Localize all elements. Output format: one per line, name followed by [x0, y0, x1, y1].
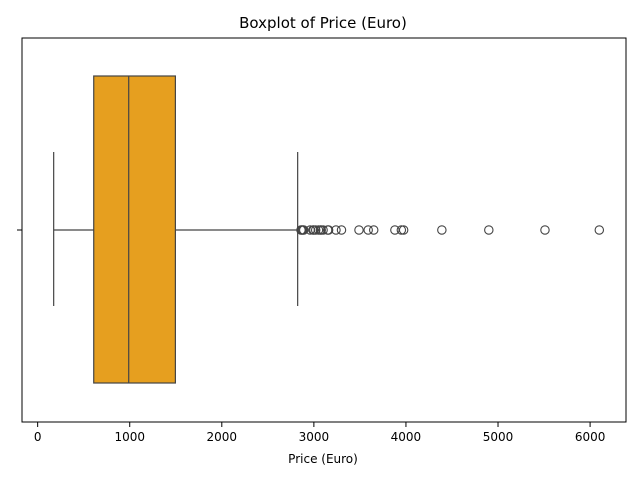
x-axis: 0 1000 2000 3000 4000 5000 6000 [34, 422, 606, 444]
chart-title: Boxplot of Price (Euro) [239, 14, 407, 32]
box-layer [53, 75, 299, 384]
outlier-point [437, 225, 447, 235]
outlier-point [336, 225, 347, 235]
outlier-point [368, 225, 379, 235]
outlier-point [298, 225, 309, 235]
iqr-box [93, 75, 176, 384]
outlier-point [323, 225, 334, 235]
x-tick-label: 5000 [483, 430, 514, 444]
outlier-point [398, 225, 409, 235]
outlier-point [540, 225, 550, 235]
x-tick-label: 2000 [207, 430, 238, 444]
outlier-point [396, 225, 407, 235]
outlier-point [484, 225, 494, 235]
outlier-point [354, 225, 364, 235]
x-tick-label: 6000 [575, 430, 606, 444]
x-tick-label: 3000 [299, 430, 330, 444]
outlier-point [594, 225, 605, 235]
x-tick-label: 4000 [391, 430, 422, 444]
outlier-point [318, 225, 328, 235]
outlier-point [310, 225, 321, 235]
x-tick-label: 0 [34, 430, 42, 444]
outlier-layer [296, 225, 605, 235]
outlier-point [363, 225, 373, 235]
outlier-point [331, 225, 341, 235]
x-tick-label: 1000 [114, 430, 145, 444]
x-axis-label: Price (Euro) [288, 452, 358, 466]
